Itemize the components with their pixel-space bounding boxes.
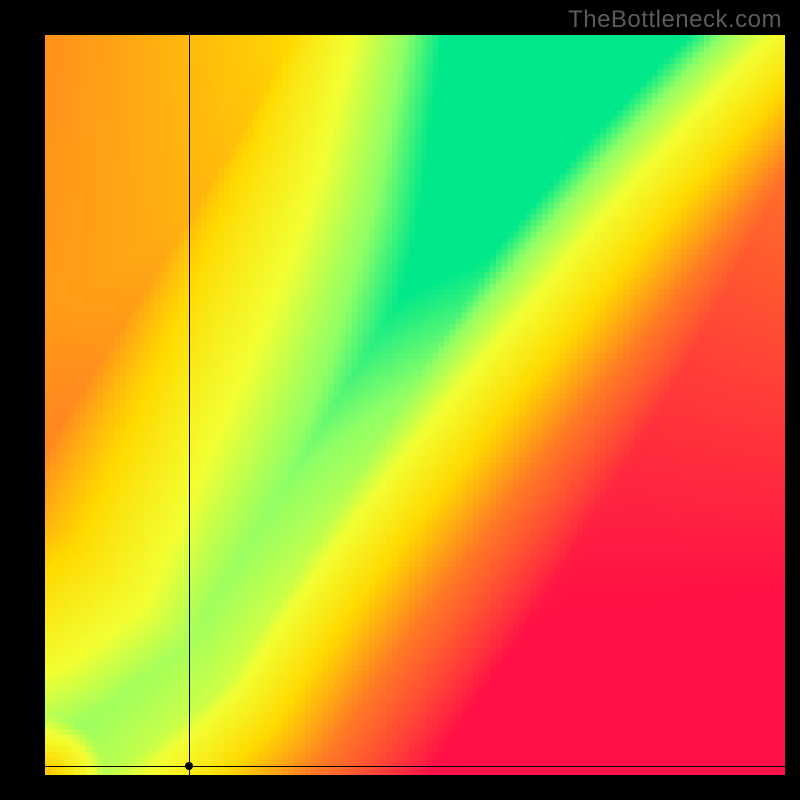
watermark-text: TheBottleneck.com <box>568 6 782 34</box>
bottleneck-heatmap <box>45 35 785 775</box>
crosshair-horizontal <box>45 766 785 767</box>
crosshair-vertical <box>189 35 190 775</box>
chart-container: TheBottleneck.com <box>0 0 800 800</box>
